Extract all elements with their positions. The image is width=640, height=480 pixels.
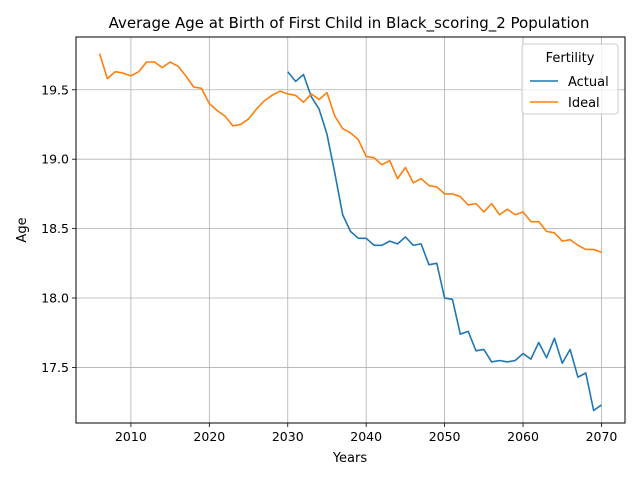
plot-frame [75,36,626,424]
x-axis-label: Years [332,451,368,466]
x-tick-label: 2070 [586,429,618,444]
x-tick-label: 2020 [193,429,225,444]
y-tick-label: 19.0 [41,152,69,167]
legend-label-ideal: Ideal [568,96,600,111]
y-tick-label: 17.5 [41,360,69,375]
x-tick-label: 2050 [429,429,461,444]
y-tick-label: 18.0 [41,291,69,306]
legend-box [521,43,619,115]
y-axis-ticks: 17.5 18.0 18.5 19.0 19.5 [41,82,76,375]
y-axis-label: Age [15,217,30,242]
x-tick-label: 2060 [507,429,539,444]
x-tick-label: 2040 [350,429,382,444]
y-tick-label: 18.5 [41,221,69,236]
y-tick-label: 19.5 [41,82,69,97]
legend: Fertility Actual Ideal [521,43,619,115]
legend-title: Fertility [546,51,595,66]
series-line-ideal [98,53,602,253]
x-tick-label: 2030 [272,429,304,444]
x-axis-ticks: 2010 2020 2030 2040 2050 2060 2070 [115,423,617,444]
series-layer [98,53,602,412]
grid [76,37,625,423]
chart-title: Average Age at Birth of First Child in B… [109,14,590,33]
series-line-actual [287,71,602,412]
legend-label-actual: Actual [568,75,609,90]
x-tick-label: 2010 [115,429,147,444]
